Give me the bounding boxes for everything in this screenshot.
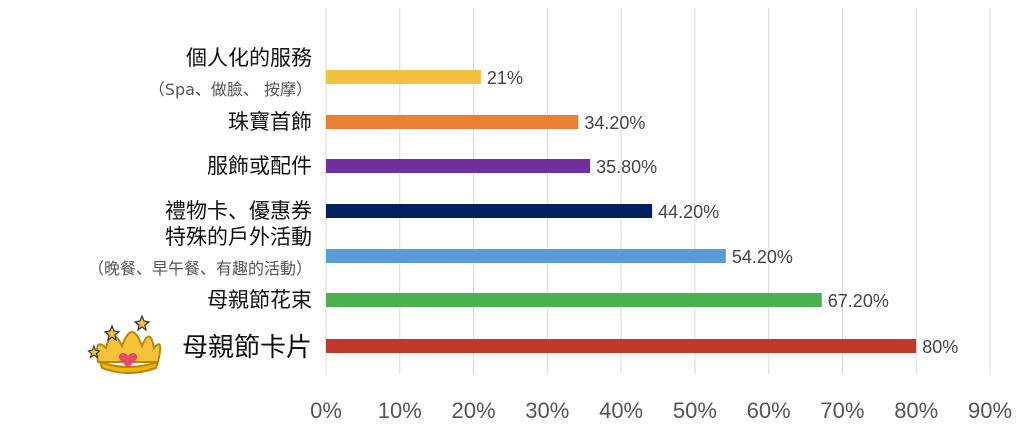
x-tick-label: 80% xyxy=(894,398,938,423)
x-tick-label: 0% xyxy=(310,398,342,423)
category-labels: 個人化的服務 （Spa、做臉、 按摩） 珠寶首飾服飾或配件禮物卡、優惠券特殊的戶外活… xyxy=(88,46,312,363)
x-tick-label: 30% xyxy=(525,398,569,423)
category-sublabel: （晚餐、早午餐、有趣的活動） xyxy=(88,259,312,278)
category-label: 禮物卡、優惠券 xyxy=(165,199,312,223)
gridlines xyxy=(325,8,991,374)
x-tick-label: 90% xyxy=(968,398,1012,423)
x-tick-label: 60% xyxy=(747,398,791,423)
x-tick-label: 40% xyxy=(599,398,643,423)
x-tick-label: 10% xyxy=(378,398,422,423)
bar xyxy=(326,339,917,353)
data-label: 34.20% xyxy=(584,113,645,133)
bar xyxy=(326,293,822,307)
category-label: 珠寶首飾 xyxy=(228,110,312,134)
category-label: 母親節卡片 xyxy=(182,333,312,363)
data-label: 80% xyxy=(922,337,958,357)
category-label: 服飾或配件 xyxy=(207,154,312,178)
data-label: 21% xyxy=(487,68,523,88)
value-labels: 21% 34.20% 35.80% 44.20% 54.20% 67.20% 80% xyxy=(487,68,958,357)
category-label: 個人化的服務 xyxy=(186,46,312,70)
data-label: 44.20% xyxy=(658,202,719,222)
x-axis-ticks: 0% 10% 20% 30% 40% 50% 60% 70% 80% 90% xyxy=(310,398,1012,423)
bar xyxy=(326,159,591,173)
bars xyxy=(326,70,917,353)
bar xyxy=(326,204,653,218)
x-tick-label: 20% xyxy=(452,398,496,423)
bar xyxy=(326,115,579,129)
category-sublabel: （Spa、做臉、 按摩） xyxy=(149,80,312,99)
category-label: 特殊的戶外活動 xyxy=(165,225,312,249)
x-tick-label: 70% xyxy=(820,398,864,423)
x-tick-label: 50% xyxy=(673,398,717,423)
category-label: 母親節花束 xyxy=(207,288,312,312)
bar xyxy=(326,249,726,263)
data-label: 54.20% xyxy=(732,247,793,267)
data-label: 67.20% xyxy=(828,291,889,311)
crown-icon xyxy=(87,314,162,374)
bar xyxy=(326,70,481,84)
data-label: 35.80% xyxy=(596,157,657,177)
